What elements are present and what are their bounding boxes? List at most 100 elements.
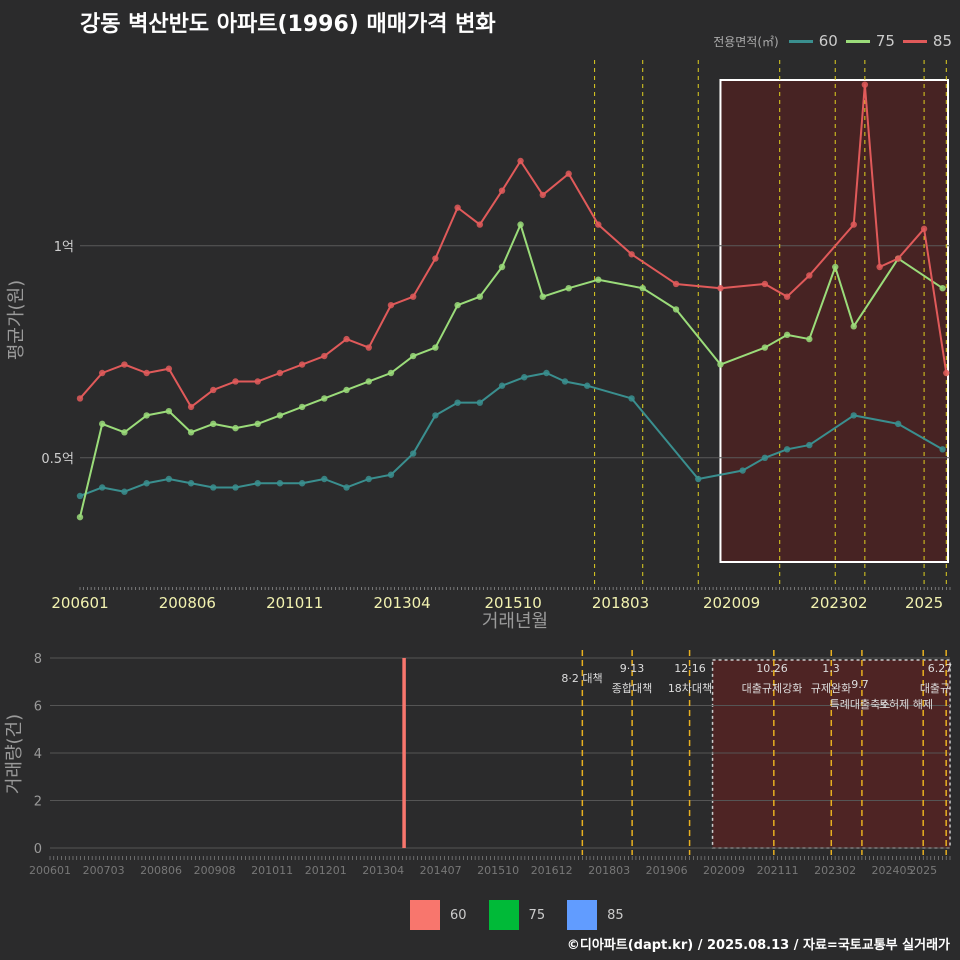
credit-text: ©디아파트(dapt.kr) / 2025.08.13 / 자료=국토교통부 실…	[566, 938, 950, 953]
highlight-box	[719, 79, 949, 563]
policy-annotation: 9·13	[620, 662, 645, 675]
x-tick-label: 200601	[51, 594, 108, 612]
data-point-85	[539, 191, 546, 199]
volume-x-tick: 201407	[420, 864, 462, 877]
data-point-85	[943, 369, 950, 377]
data-point-85	[498, 187, 506, 194]
data-point-60	[521, 374, 528, 381]
data-point-75	[761, 344, 769, 351]
legend-item-75: 75	[845, 32, 895, 50]
y-tick-label: 1억	[54, 240, 74, 255]
volume-x-tick: 201011	[251, 864, 293, 877]
volume-legend-item-75: 75	[488, 900, 545, 930]
data-point-85	[595, 221, 602, 228]
volume-x-tick: 202111	[757, 864, 799, 877]
data-point-75	[939, 285, 946, 292]
data-point-60	[99, 484, 106, 491]
volume-x-tick: 201201	[305, 864, 347, 877]
x-tick-label: 202302	[810, 594, 867, 612]
data-point-75	[595, 276, 602, 283]
policy-annotation: 규제완화	[811, 682, 851, 695]
volume-swatch-85	[567, 900, 598, 930]
data-point-60	[143, 480, 150, 487]
data-point-60	[232, 484, 239, 491]
data-point-60	[165, 475, 173, 483]
data-point-60	[454, 399, 461, 406]
data-point-60	[806, 441, 813, 449]
data-point-75	[254, 420, 261, 428]
data-point-60	[298, 480, 306, 487]
data-point-75	[539, 293, 546, 300]
data-point-85	[99, 369, 106, 377]
policy-annotation: 8·2 대책	[561, 672, 602, 685]
data-point-85	[761, 280, 769, 288]
data-point-85	[783, 293, 791, 300]
volume-x-tick: 200601	[29, 864, 71, 877]
x-tick-label: 200806	[159, 594, 216, 612]
volume-swatch-60	[410, 900, 440, 930]
policy-annotation: 토허제 해제	[879, 697, 933, 711]
volume-x-tick: 200703	[83, 864, 125, 877]
data-point-85	[321, 352, 328, 360]
volume-x-tick: 201906	[646, 864, 688, 877]
data-point-60	[76, 492, 84, 500]
policy-annotation: 대출규제강화	[742, 682, 803, 695]
data-point-75	[409, 352, 417, 360]
size-legend: 전용면적(㎡) 60 75 85	[713, 32, 952, 50]
data-point-60	[695, 475, 702, 483]
legend-swatch-85	[902, 39, 927, 43]
x-axis-title: 거래년월	[482, 611, 548, 632]
data-point-60	[939, 446, 946, 453]
data-point-60	[583, 382, 591, 389]
data-point-75	[210, 420, 217, 428]
data-point-75	[672, 306, 680, 313]
policy-annotation: 6.27	[928, 662, 953, 675]
data-point-75	[232, 424, 239, 432]
data-point-85	[276, 369, 284, 377]
volume-legend-item-85: 85	[567, 900, 624, 930]
data-point-75	[476, 293, 484, 300]
volume-x-tick: 202009	[703, 864, 745, 877]
data-point-60	[783, 446, 791, 453]
data-point-85	[717, 285, 724, 292]
data-point-60	[432, 412, 439, 419]
x-tick-label: 201011	[266, 594, 323, 612]
policy-annotation: 1.3	[822, 662, 840, 675]
data-point-85	[210, 386, 217, 394]
data-point-60	[850, 412, 857, 419]
x-tick-label: 201304	[373, 594, 430, 612]
data-point-60	[628, 395, 635, 402]
volume-x-tick: 202405	[872, 864, 914, 877]
data-point-60	[387, 471, 395, 478]
data-point-75	[498, 263, 506, 271]
volume-peak-bar	[402, 658, 406, 848]
data-point-85	[672, 280, 680, 288]
data-point-75	[717, 361, 724, 368]
data-point-75	[298, 403, 306, 411]
data-point-60	[321, 475, 328, 483]
data-point-75	[517, 221, 524, 228]
volume-x-tick: 2025	[909, 864, 937, 877]
data-point-75	[565, 285, 572, 292]
volume-x-tick: 201612	[531, 864, 573, 877]
data-point-60	[254, 480, 261, 487]
policy-annotation: 12·16	[674, 662, 706, 675]
volume-legend-item-60: 60	[410, 900, 467, 930]
data-point-75	[165, 407, 173, 415]
x-tick-label: 202009	[703, 594, 760, 612]
volume-y-tick: 8	[34, 652, 42, 667]
data-point-85	[298, 361, 306, 368]
data-point-75	[639, 285, 646, 292]
data-point-85	[343, 335, 350, 343]
data-point-85	[143, 369, 150, 377]
data-point-85	[454, 204, 461, 211]
data-point-75	[121, 429, 128, 436]
data-point-75	[850, 323, 857, 330]
data-point-85	[861, 81, 869, 88]
data-point-85	[121, 361, 128, 368]
data-point-60	[561, 378, 569, 385]
data-point-85	[409, 293, 417, 300]
data-point-85	[517, 157, 524, 165]
data-point-75	[76, 513, 84, 521]
